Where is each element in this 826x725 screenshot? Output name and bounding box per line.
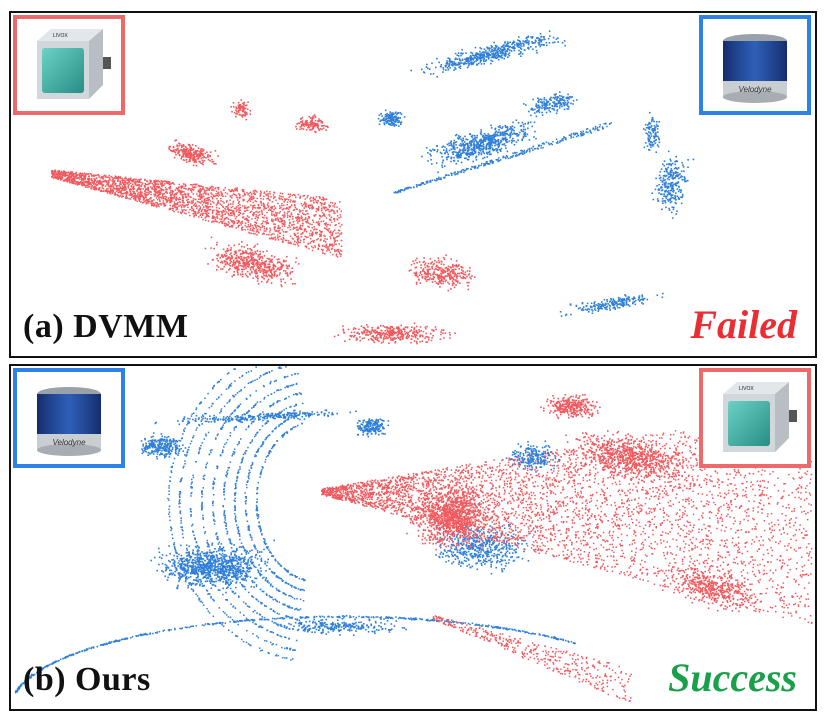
livox-label: LIVOX: [53, 33, 68, 39]
status-failed: Failed: [690, 302, 797, 347]
velodyne-label: Velodyne: [738, 85, 772, 94]
livox-sensor-box: LIVOX: [699, 368, 811, 468]
velodyne-lidar-icon: Velodyne: [37, 387, 101, 456]
status-success: Success: [668, 655, 797, 700]
livox-lidar-icon: LIVOX: [37, 29, 111, 99]
panel-ours: Velodyne LIVOX: [9, 364, 817, 711]
livox-lidar-icon: LIVOX: [723, 382, 797, 452]
velodyne-lidar-icon: Velodyne: [723, 34, 787, 103]
point-cloud-dvmm: [51, 30, 695, 345]
velodyne-sensor-box: Velodyne: [13, 368, 125, 468]
point-cloud-ours: [14, 366, 813, 702]
livox-label: LIVOX: [739, 386, 754, 392]
panel-caption: (b) Ours: [23, 661, 151, 698]
panel-caption: (a) DVMM: [23, 308, 189, 345]
velodyne-label: Velodyne: [52, 438, 86, 447]
livox-sensor-box: LIVOX: [13, 15, 125, 115]
panel-dvmm: LIVOX Velodyne: [9, 11, 817, 358]
velodyne-sensor-box: Velodyne: [699, 15, 811, 115]
